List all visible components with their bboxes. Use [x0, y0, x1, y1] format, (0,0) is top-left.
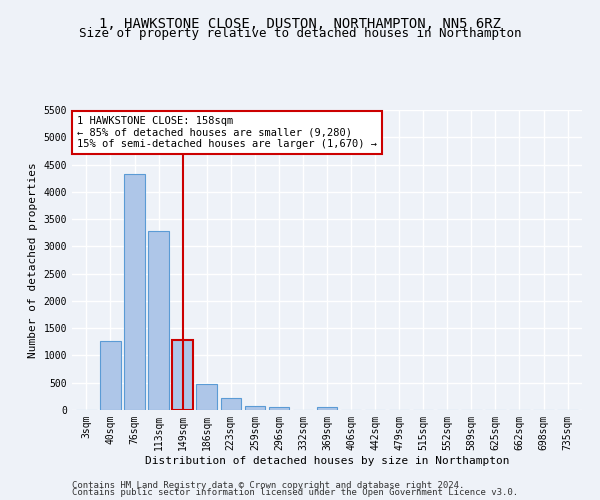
Bar — [124, 174, 145, 410]
Text: 1 HAWKSTONE CLOSE: 158sqm
← 85% of detached houses are smaller (9,280)
15% of se: 1 HAWKSTONE CLOSE: 158sqm ← 85% of detac… — [77, 116, 377, 149]
Bar — [269, 408, 289, 410]
Text: 1, HAWKSTONE CLOSE, DUSTON, NORTHAMPTON, NN5 6RZ: 1, HAWKSTONE CLOSE, DUSTON, NORTHAMPTON,… — [99, 18, 501, 32]
X-axis label: Distribution of detached houses by size in Northampton: Distribution of detached houses by size … — [145, 456, 509, 466]
Bar — [148, 230, 169, 410]
Bar — [196, 384, 217, 410]
Bar — [221, 398, 241, 410]
Bar — [100, 340, 121, 410]
Y-axis label: Number of detached properties: Number of detached properties — [28, 162, 38, 358]
Text: Contains HM Land Registry data © Crown copyright and database right 2024.: Contains HM Land Registry data © Crown c… — [72, 480, 464, 490]
Text: Contains public sector information licensed under the Open Government Licence v3: Contains public sector information licen… — [72, 488, 518, 497]
Text: Size of property relative to detached houses in Northampton: Size of property relative to detached ho… — [79, 28, 521, 40]
Bar — [172, 340, 193, 410]
Bar — [317, 407, 337, 410]
Bar — [245, 406, 265, 410]
